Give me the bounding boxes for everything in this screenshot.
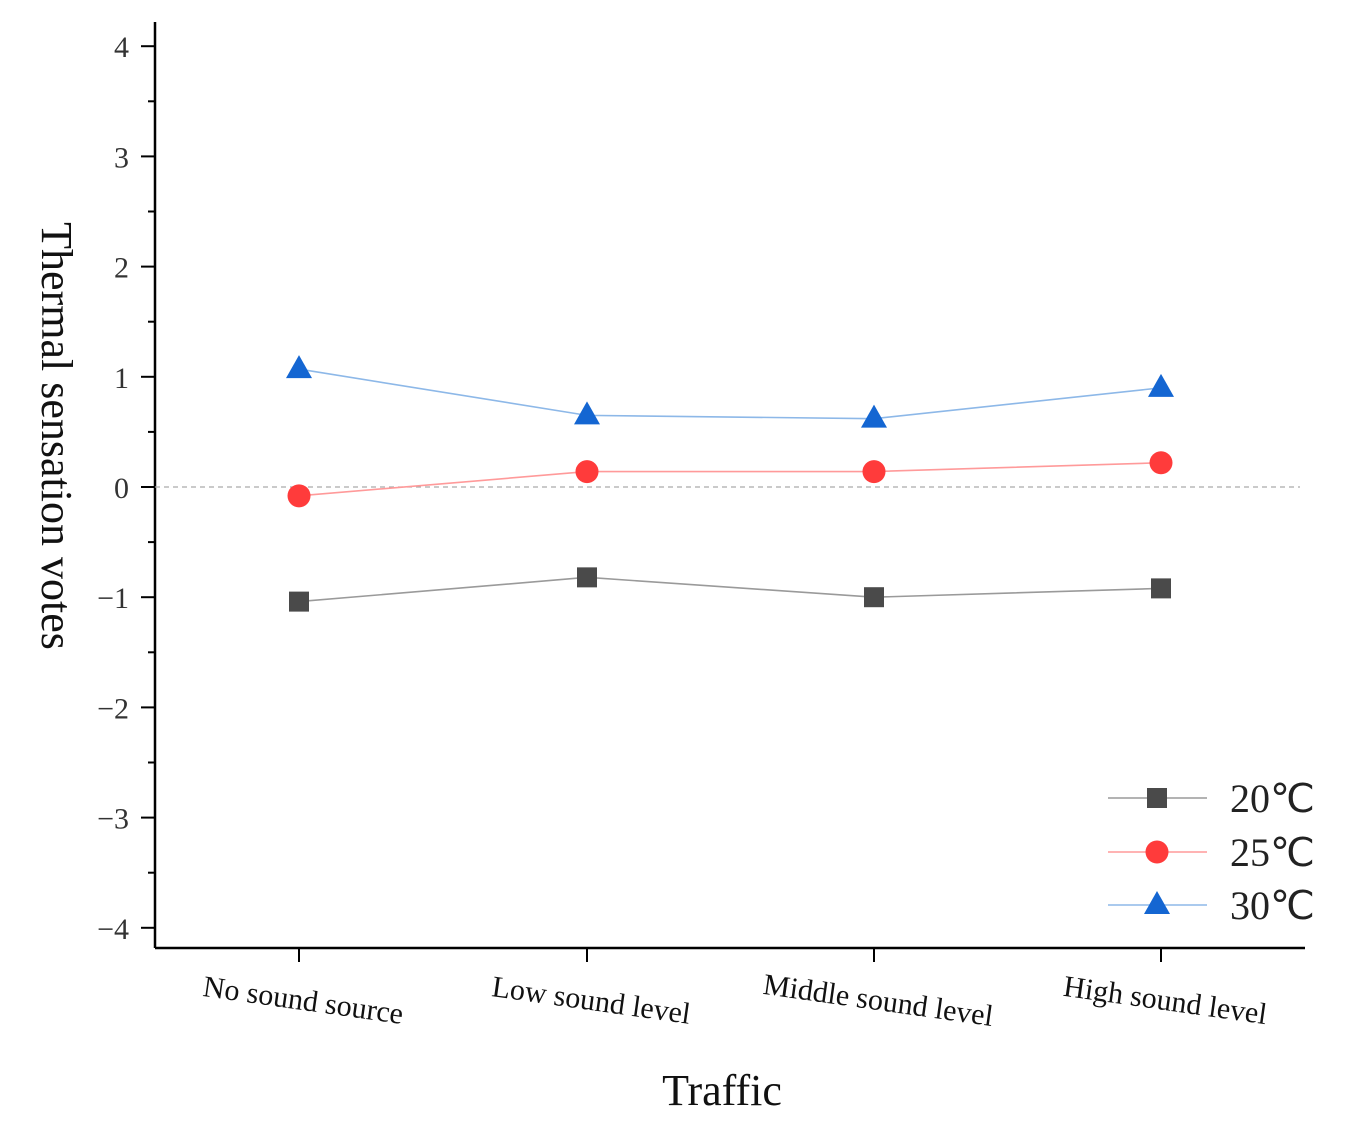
y-tick-label: 2	[114, 252, 129, 285]
x-tick-label: High sound level	[1061, 970, 1269, 1031]
legend-marker	[1147, 788, 1167, 808]
data-point	[574, 401, 600, 425]
data-point	[575, 460, 599, 484]
x-tick-label: Low sound level	[490, 970, 693, 1031]
y-tick-label: 4	[114, 31, 129, 64]
data-point	[1151, 578, 1171, 599]
series-line	[298, 576, 1162, 603]
data-point	[864, 587, 884, 608]
y-tick-label: −4	[97, 913, 129, 946]
y-tick-label: −3	[97, 803, 129, 836]
axes: −4 −3 −2 −1 0 1 2 3 4 No sound source Low sound le…	[97, 22, 1305, 1033]
y-axis-title: Thermal sensation votes	[32, 222, 81, 650]
data-point	[1148, 373, 1174, 397]
legend-label: 30℃	[1230, 883, 1315, 928]
y-tick-label: −2	[97, 692, 129, 725]
data-point	[862, 460, 886, 484]
data-point	[287, 484, 311, 508]
data-point	[577, 567, 597, 588]
data-point	[1149, 451, 1173, 475]
legend-marker	[1145, 840, 1169, 864]
series-line	[298, 368, 1162, 420]
plot-area	[155, 355, 1300, 612]
legend: 20℃ 25℃ 30℃	[1108, 776, 1315, 928]
x-tick-label: No sound source	[201, 970, 405, 1031]
data-point	[289, 591, 309, 612]
y-tick-label: −1	[97, 582, 129, 615]
y-tick-label: 0	[114, 472, 129, 505]
legend-label: 20℃	[1230, 776, 1315, 821]
y-tick-label: 3	[114, 141, 129, 174]
legend-label: 25℃	[1230, 830, 1315, 875]
x-axis-title: Traffic	[662, 1066, 782, 1115]
data-point	[286, 355, 312, 379]
x-tick-label: Middle sound level	[761, 968, 995, 1033]
y-tick-label: 1	[114, 362, 129, 395]
series-line	[298, 461, 1162, 497]
data-point	[861, 404, 887, 428]
legend-marker	[1144, 891, 1170, 914]
